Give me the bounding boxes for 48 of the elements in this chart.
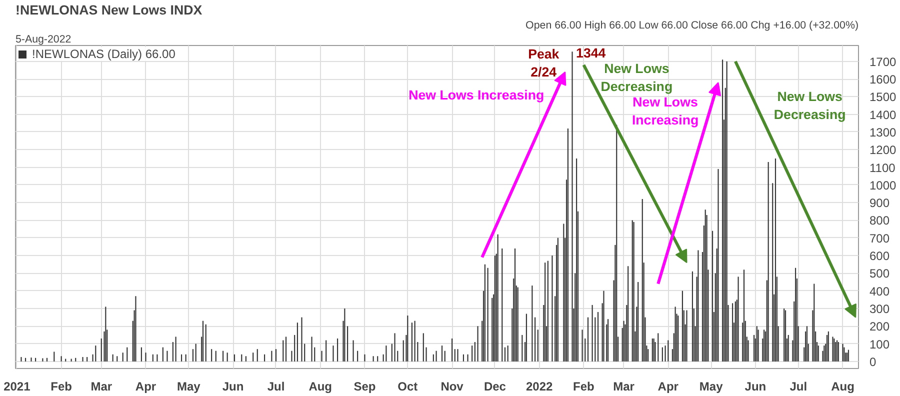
y-tick-label: 1600 bbox=[870, 72, 897, 87]
x-tick-label: Dec bbox=[484, 380, 506, 394]
annotation: New Lows Decreasing bbox=[600, 60, 673, 94]
y-tick-label: 1700 bbox=[870, 54, 897, 69]
x-tick-label: Sep bbox=[354, 380, 376, 394]
x-tick-label: Mar bbox=[90, 380, 112, 394]
x-tick-label: May bbox=[177, 380, 201, 394]
x-tick-label: Jun bbox=[744, 380, 766, 394]
chart-title: !NEWLONAS New Lows INDX bbox=[16, 2, 202, 18]
y-tick-label: 1000 bbox=[870, 178, 897, 192]
y-tick-label: 600 bbox=[870, 249, 890, 264]
annotation: New Lows Increasing bbox=[408, 87, 544, 102]
y-tick-label: 1200 bbox=[870, 143, 897, 158]
x-tick-label: May bbox=[699, 380, 724, 394]
x-tick-label: 2022 bbox=[526, 380, 554, 394]
annotation: 1344 bbox=[576, 46, 606, 61]
x-tick-label: Apr bbox=[135, 380, 156, 394]
y-tick-label: 500 bbox=[870, 266, 890, 281]
y-tick-label: 900 bbox=[870, 196, 890, 210]
text: Open 66.00 High 66.00 Low 66.00 Close 66.00 Chg +16.00 (+32.00%) bbox=[526, 20, 859, 32]
annotation: New Lows Increasing bbox=[632, 94, 699, 128]
y-tick-label: 1500 bbox=[870, 90, 897, 104]
x-tick-label: Aug bbox=[308, 380, 332, 394]
x-tick-label: Oct bbox=[398, 380, 418, 394]
y-tick-label: 400 bbox=[870, 284, 890, 298]
x-tick-label: Feb bbox=[50, 380, 72, 394]
y-tick-label: 700 bbox=[870, 231, 890, 246]
y-tick-label: 1400 bbox=[870, 108, 897, 122]
y-tick-label: 200 bbox=[870, 320, 890, 334]
x-tick-label: Jun bbox=[222, 380, 244, 394]
x-tick-label: Jul bbox=[790, 380, 808, 394]
x-tick-label: Aug bbox=[831, 380, 854, 394]
y-tick-label: 1300 bbox=[870, 125, 897, 140]
x-tick-label: Nov bbox=[440, 380, 464, 394]
x-tick-label: Apr bbox=[658, 380, 679, 394]
x-tick-label: Jul bbox=[267, 380, 285, 394]
y-tick-label: 800 bbox=[870, 214, 890, 228]
annotation: Peak 2/24 bbox=[528, 46, 560, 80]
x-tick-label: Feb bbox=[573, 380, 594, 394]
y-tick-label: 300 bbox=[870, 302, 890, 316]
annotation: New Lows Decreasing bbox=[774, 89, 846, 122]
x-tick-label: 2021 bbox=[4, 380, 31, 394]
y-tick-label: 0 bbox=[870, 354, 876, 369]
x-tick-label: Mar bbox=[613, 380, 635, 394]
legend-label: !NEWLONAS (Daily) 66.00 bbox=[32, 47, 176, 61]
y-tick-label: 1100 bbox=[870, 160, 896, 175]
y-tick-label: 100 bbox=[870, 337, 890, 352]
chart-subtitle: 5-Aug-2022 bbox=[16, 34, 72, 46]
